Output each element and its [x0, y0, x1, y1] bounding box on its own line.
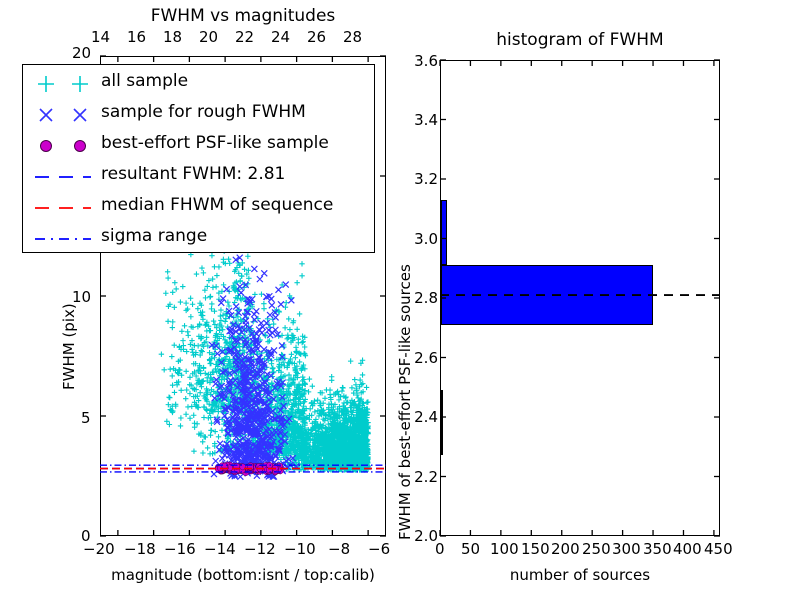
series-all-sample: [158, 74, 371, 473]
legend-label: sigma range: [101, 226, 208, 246]
left-panel-title: FWHM vs magnitudes: [150, 6, 336, 26]
bottom-tick: −12: [244, 540, 276, 558]
bottom-tick: −6: [368, 540, 391, 558]
right-x-tick: 400: [673, 540, 702, 558]
left-y-tick: 10: [72, 288, 92, 306]
right-x-tick: 350: [643, 540, 672, 558]
legend-label: best-effort PSF-like sample: [101, 133, 329, 153]
legend-item-rough-fwhm[interactable]: sample for rough FWHM: [23, 99, 374, 130]
top-tick: 18: [163, 28, 183, 46]
right-x-tick: 150: [521, 540, 550, 558]
series-rough-fwhm: [208, 240, 300, 481]
top-tick: 16: [127, 28, 147, 46]
legend-item-psf-like[interactable]: best-effort PSF-like sample: [23, 130, 374, 161]
circle-marker: [74, 140, 86, 152]
bottom-tick: −8: [328, 540, 351, 558]
left-y-tick: 20: [72, 44, 92, 62]
legend-item-sigma-range[interactable]: sigma range: [23, 223, 374, 254]
bottom-tick: −16: [164, 540, 196, 558]
right-y-tick: 2.2: [414, 468, 438, 486]
bottom-tick: −20: [83, 540, 115, 558]
right-y-tick: 2.6: [414, 349, 438, 367]
dashed-line-icon: [35, 176, 91, 178]
cross-marker: [39, 108, 53, 122]
right-x-tick: 0: [435, 540, 445, 558]
right-x-tick: 250: [582, 540, 611, 558]
top-tick: 26: [307, 28, 327, 46]
plus-marker: [72, 76, 88, 92]
top-tick: 22: [235, 28, 255, 46]
left-top-tick-labels: 14 16 18 20 22 24 26 28: [91, 28, 386, 46]
histogram-bar: [441, 389, 443, 455]
left-y-axis-label: FWHM (pix): [60, 303, 78, 390]
right-y-tick: 3.0: [414, 230, 438, 248]
histogram-bar: [441, 200, 447, 266]
right-y-tick: 3.6: [414, 52, 438, 70]
top-tick: 14: [91, 28, 111, 46]
cross-marker: [73, 108, 87, 122]
legend-item-median-fwhm[interactable]: median FHWM of sequence: [23, 192, 374, 223]
legend[interactable]: all sample sample for rough FWHM best-ef…: [22, 64, 375, 253]
left-bottom-tick-labels: −20 −18 −16 −14 −12 −10 −8 −6: [83, 540, 390, 560]
right-y-tick: 3.4: [414, 111, 438, 129]
left-scatter-canvas: [100, 74, 386, 481]
left-x-axis-label: magnitude (bottom:isnt / top:calib): [111, 566, 375, 584]
legend-label: sample for rough FWHM: [101, 102, 306, 122]
legend-item-all-sample[interactable]: all sample: [23, 68, 374, 99]
right-x-tick: 200: [551, 540, 580, 558]
reference-lines: [100, 464, 386, 473]
left-y-tick: 5: [81, 409, 91, 427]
dashed-line-icon: [35, 207, 91, 209]
right-y-tick: 2.0: [414, 527, 438, 545]
right-x-axis-label: number of sources: [509, 566, 651, 584]
top-tick: 28: [343, 28, 363, 46]
legend-label: all sample: [101, 71, 189, 91]
top-tick: 24: [271, 28, 291, 46]
dashdot-line-icon: [35, 238, 91, 240]
right-y-tick: 2.8: [414, 289, 438, 307]
right-axis-ticks: [439, 59, 720, 537]
legend-label: median FHWM of sequence: [101, 195, 334, 215]
right-x-tick: 450: [704, 540, 733, 558]
legend-item-resultant-fwhm[interactable]: resultant FWHM: 2.81: [23, 161, 374, 192]
right-y-tick: 3.2: [414, 170, 438, 188]
top-tick: 20: [199, 28, 219, 46]
left-y-tick: 0: [81, 527, 91, 545]
right-x-tick: 300: [612, 540, 641, 558]
right-x-tick: 100: [490, 540, 519, 558]
right-x-tick: 50: [461, 540, 481, 558]
right-panel-title: histogram of FWHM: [496, 30, 664, 50]
right-x-tick-labels: 0 50 100 150 200 250 300 350 400 450: [435, 540, 733, 560]
legend-label: resultant FWHM: 2.81: [101, 164, 286, 184]
bottom-tick: −10: [284, 540, 316, 558]
left-axis-ticks: [100, 55, 386, 537]
bottom-tick: −18: [124, 540, 156, 558]
circle-marker: [40, 140, 52, 152]
right-y-tick-labels: 3.6 3.4 3.2 3.0 2.8 2.6 2.4 2.2 2.0: [406, 52, 438, 545]
plus-marker: [38, 76, 54, 92]
right-y-tick: 2.4: [414, 408, 438, 426]
bottom-tick: −14: [204, 540, 236, 558]
